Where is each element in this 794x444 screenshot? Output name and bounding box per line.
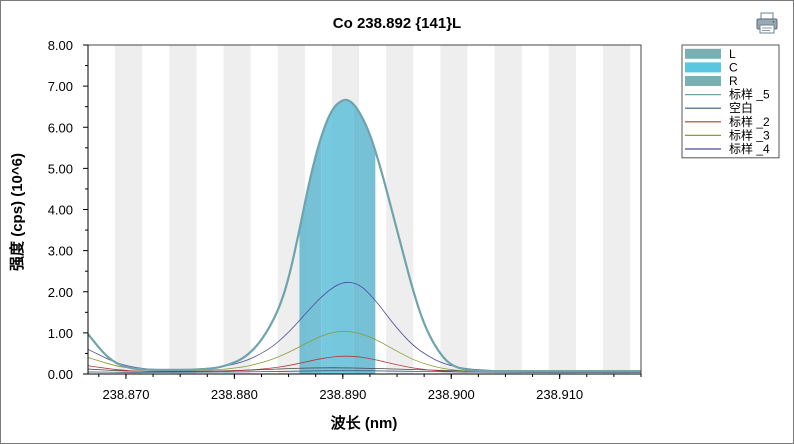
x-tick-label: 238.890 [319,387,366,402]
y-tick-label: 8.00 [48,38,73,53]
y-axis-label: 强度 (cps) (10^6) [8,153,26,271]
legend-label: 标样 _3 [729,127,770,142]
x-axis: 238.870 238.880 238.890 238.900 238.910 [88,373,642,402]
x-tick-label: 238.900 [428,387,475,402]
legend-label: 空白 [729,100,753,115]
x-tick-label: 238.910 [536,387,583,402]
legend-label: L [729,47,736,61]
grid-band [548,45,576,374]
integration-windows [299,99,376,375]
legend-swatch [685,48,721,59]
grid-band [603,45,631,374]
series-line [87,98,641,373]
window-R [353,104,376,375]
series-line [87,370,641,373]
grid-band [169,45,197,374]
y-tick-label: 4.00 [48,203,73,218]
y-axis: 0.00 1.00 2.00 3.00 4.00 5.00 6.00 7.00 8.00 [48,38,89,382]
x-axis-label: 波长 (nm) [331,414,398,432]
y-tick-label: 2.00 [48,285,73,300]
y-tick-label: 0.00 [48,367,73,382]
grid-band [223,45,251,374]
legend-label: C [729,60,738,74]
y-tick-label: 1.00 [48,326,73,341]
series-lines [87,98,641,373]
grid-band [115,45,143,374]
y-tick-label: 3.00 [48,244,73,259]
chart-title: Co 238.892 {141}L [333,15,461,32]
legend-label: R [729,74,738,88]
legend-swatch [685,62,721,73]
legend-label: 标样 _4 [729,141,770,156]
window-C [321,99,354,375]
x-tick-label: 238.880 [211,387,258,402]
print-button[interactable] [754,10,780,36]
printer-icon [756,12,778,34]
legend-label: 标样 _2 [729,114,770,129]
legend-label: 标样 _5 [729,87,770,102]
legend-swatch [685,76,721,86]
grid-band [440,45,468,374]
y-tick-label: 5.00 [48,161,73,176]
y-tick-label: 7.00 [48,79,73,94]
y-tick-label: 6.00 [48,120,73,135]
grid-band [494,45,522,374]
grid-band [386,45,414,374]
x-tick-label: 238.870 [102,387,149,402]
